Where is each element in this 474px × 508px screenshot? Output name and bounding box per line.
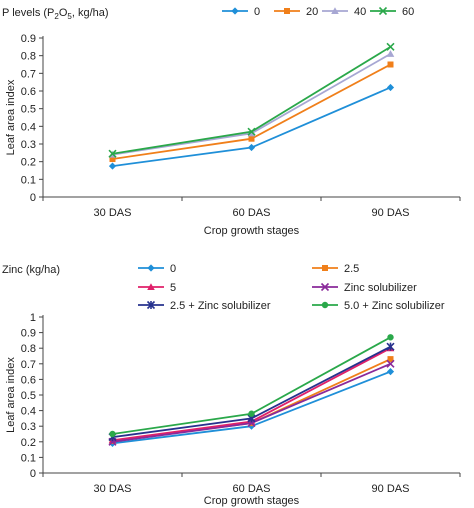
legend-label: 2.5 + Zinc solubilizer (170, 300, 271, 312)
series-1 (108, 368, 395, 447)
legend-entry: 20 (274, 6, 318, 18)
y-tick-label: 0.6 (21, 374, 36, 386)
x-axis-title: Crop growth stages (204, 495, 300, 507)
legend-marker (284, 8, 290, 14)
data-point (387, 334, 394, 341)
data-point (108, 149, 117, 158)
data-point (247, 127, 256, 136)
x-tick-label: 30 DAS (94, 207, 132, 219)
x-tick-label: 30 DAS (94, 483, 132, 495)
y-tick-label: 0 (30, 192, 36, 204)
data-point (108, 162, 117, 170)
data-point (386, 50, 395, 57)
y-tick-label: 0.2 (21, 437, 36, 449)
y-tick-label: 1 (30, 312, 36, 324)
legend-marker (147, 283, 155, 290)
x-axis-title: Crop growth stages (204, 225, 300, 237)
y-tick-label: 0.4 (21, 121, 36, 133)
legend-label: 60 (402, 6, 414, 18)
legend-marker (378, 6, 388, 16)
series-1 (108, 83, 395, 170)
legend-entry: 60 (370, 6, 414, 18)
legend-label: Zinc solubilizer (344, 282, 417, 294)
y-axis-title: Leaf area index (5, 79, 17, 155)
legend-marker (331, 7, 339, 14)
y-tick-label: 0.8 (21, 51, 36, 63)
data-point (387, 61, 394, 68)
legend-label: 2.5 (344, 263, 359, 275)
y-tick-label: 0.5 (21, 390, 36, 402)
data-point (248, 135, 255, 142)
chart-2: 0 0.1 0.2 0.3 0.4 0.5 0.6 0.7 0.8 0.9 1 30 DAS 60 DA… (5, 312, 461, 507)
data-point (386, 359, 395, 368)
y-tick-label: 0.9 (21, 328, 36, 340)
y-tick-label: 0.2 (21, 157, 36, 169)
data-point (387, 356, 394, 363)
data-point (386, 368, 395, 376)
data-point (109, 430, 116, 438)
legend-label: 0 (170, 263, 176, 275)
y-tick-label: 0.4 (21, 406, 36, 418)
legend-title-part: P levels (P (2, 7, 54, 19)
legend-title: P levels (P2O5, kg/ha) (2, 7, 109, 21)
series-line (112, 86, 391, 167)
legend-marker (322, 265, 328, 271)
legend-label: 40 (354, 6, 366, 18)
series-2 (109, 61, 394, 163)
legend-entry: Zinc solubilizer (312, 282, 417, 294)
legend-title: Zinc (kg/ha) (2, 264, 60, 276)
data-point (247, 422, 256, 430)
legend-marker (231, 7, 239, 15)
data-point (109, 156, 116, 163)
legend-title-part: O (59, 7, 68, 19)
data-point (248, 410, 255, 417)
legend-entry: 0 (138, 263, 176, 275)
legend-entry: 5 (138, 282, 176, 294)
legend-entry: 2.5 (312, 263, 359, 275)
data-point (247, 129, 256, 137)
y-tick-label: 0.5 (21, 104, 36, 116)
y-tick-label: 0.6 (21, 86, 36, 98)
series-6 (109, 334, 394, 438)
legend-label: 5 (170, 282, 176, 294)
legend: 0 2.5 5 Zinc solubilizer 2.5 + Zinc solubili… (138, 263, 445, 312)
legend-entry: 40 (322, 6, 366, 18)
data-point (386, 42, 395, 51)
y-tick-label: 0.3 (21, 421, 36, 433)
y-tick-label: 0.1 (21, 452, 36, 464)
x-tick-label: 60 DAS (233, 483, 271, 495)
y-tick-label: 0.8 (21, 343, 36, 355)
y-tick-label: 0.9 (21, 33, 36, 45)
y-tick-label: 0.7 (21, 359, 36, 371)
legend-entry: 0 (222, 6, 260, 18)
series-line (112, 362, 391, 443)
legend-title-subscript: 5 (67, 12, 72, 21)
legend-entry: 5.0 + Zinc solubilizer (312, 300, 445, 312)
y-tick-label: 0.3 (21, 139, 36, 151)
legend: 0 20 40 60 (222, 6, 414, 18)
data-point (386, 342, 395, 351)
legend-marker (321, 301, 329, 309)
y-tick-label: 0.7 (21, 68, 36, 80)
y-axis-title: Leaf area index (5, 357, 17, 433)
chart-1: 0 0.1 0.2 0.3 0.4 0.5 0.6 0.7 0.8 0.9 30 DAS 60 DAS… (5, 33, 461, 237)
y-tick-label: 0 (30, 468, 36, 480)
data-point (247, 143, 256, 152)
legend-label: 5.0 + Zinc solubilizer (344, 300, 445, 312)
series-4 (108, 42, 395, 158)
legend-label: 20 (306, 6, 318, 18)
legend-title-part: , kg/ha) (72, 7, 109, 19)
data-point (386, 83, 395, 92)
x-tick-label: 60 DAS (233, 207, 271, 219)
legend-label: 0 (254, 6, 260, 18)
legend-marker (147, 264, 155, 272)
legend-entry: 2.5 + Zinc solubilizer (138, 300, 271, 312)
legend-marker (146, 300, 156, 310)
legend-marker (320, 282, 330, 292)
x-tick-label: 90 DAS (372, 207, 410, 219)
y-tick-label: 0.1 (21, 174, 36, 186)
x-tick-label: 90 DAS (372, 483, 410, 495)
legend-title-subscript: 2 (54, 12, 59, 21)
